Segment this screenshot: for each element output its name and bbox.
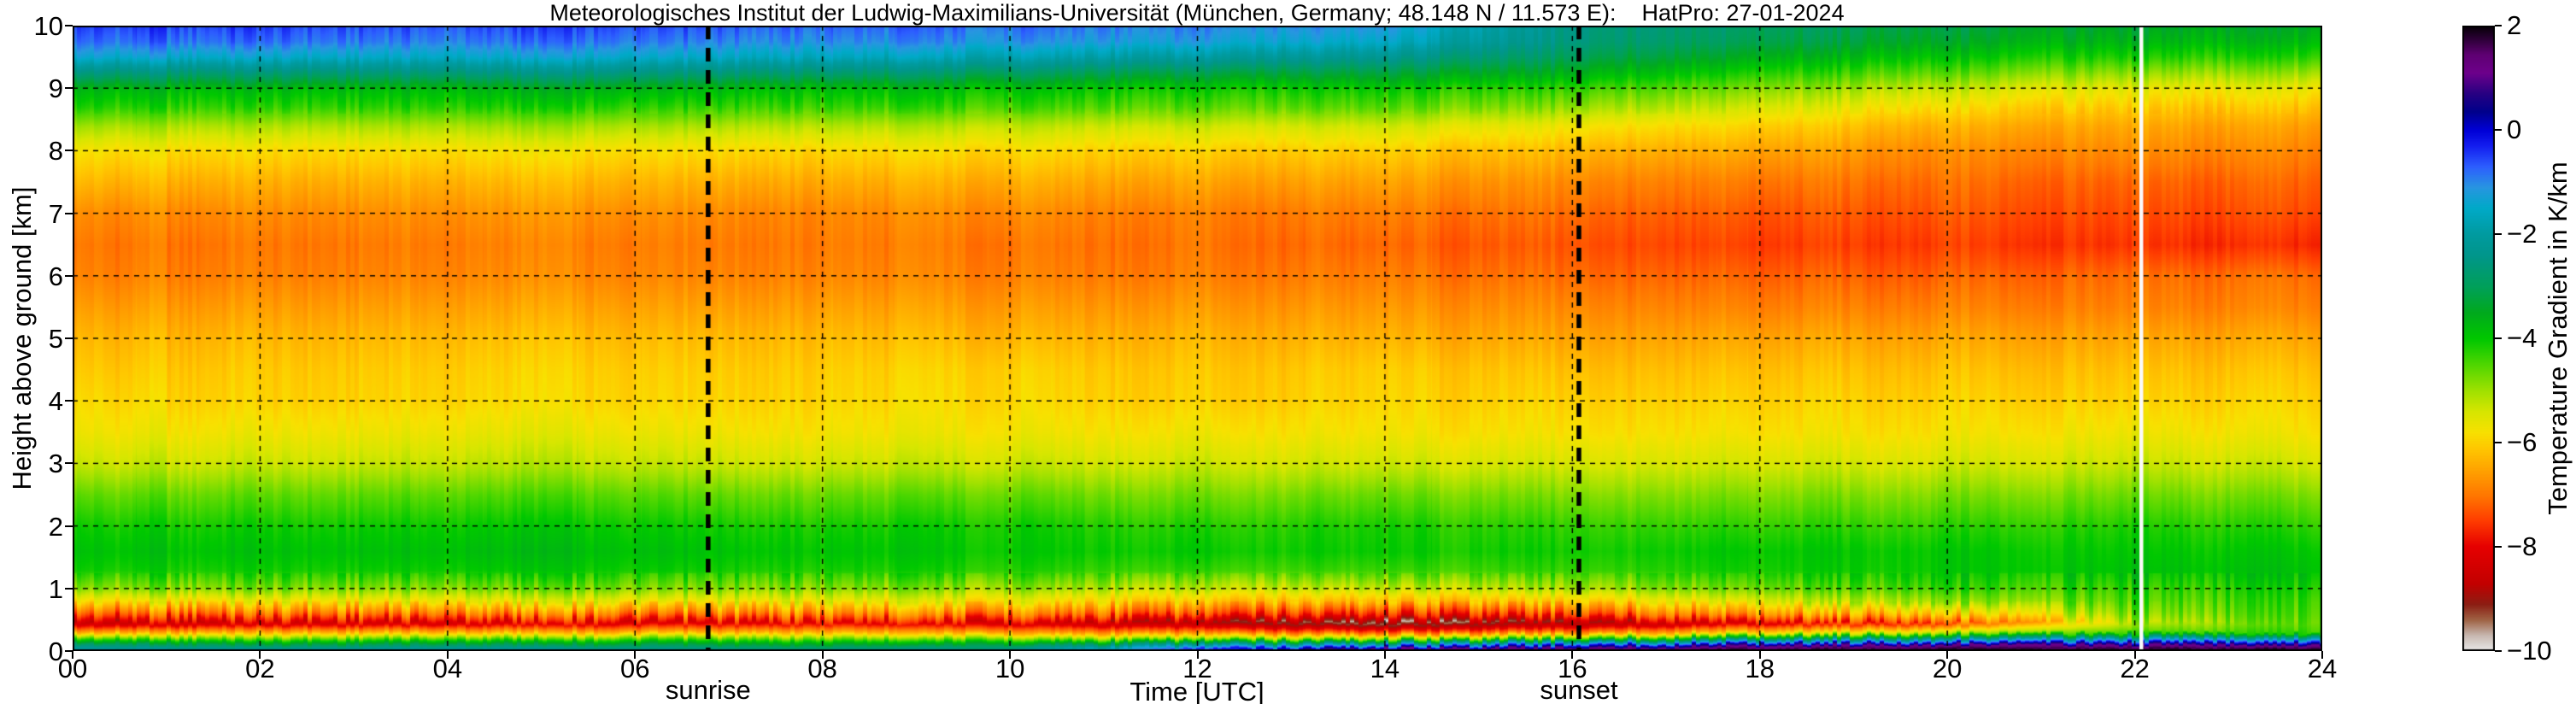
colorbar-tick-mark [2495, 25, 2502, 26]
y-tick-label: 6 [48, 261, 63, 291]
colorbar-tick-label: −4 [2507, 323, 2538, 353]
colorbar-tick-label: −10 [2507, 636, 2552, 666]
y-tick-mark [65, 587, 73, 590]
x-tick-mark [72, 651, 73, 659]
x-tick-label: 14 [1370, 654, 1400, 683]
y-tick-mark [65, 212, 73, 214]
x-tick-label: 24 [2307, 654, 2338, 683]
heatmap-canvas [73, 26, 2322, 651]
colorbar-label: Temperature Gradient in K/km [2543, 161, 2573, 515]
y-tick-label: 9 [48, 73, 63, 104]
colorbar-tick-mark [2495, 337, 2502, 339]
sunset-label: sunset [1540, 675, 1618, 704]
colorbar-tick-mark [2495, 546, 2502, 548]
y-tick-label: 0 [48, 637, 63, 666]
colorbar-tick-mark [2495, 650, 2502, 652]
x-tick-mark [634, 651, 637, 659]
y-tick-mark [65, 87, 73, 90]
chart-title: Meteorologisches Institut der Ludwig-Max… [549, 0, 1845, 26]
colorbar-tick-mark [2495, 442, 2502, 443]
y-tick-mark [65, 274, 73, 277]
y-tick-label: 5 [48, 324, 63, 354]
x-tick-mark [446, 651, 449, 659]
y-tick-label: 1 [48, 573, 63, 604]
colorbar-tick-mark [2495, 233, 2502, 235]
x-tick-label: 10 [995, 654, 1025, 683]
x-tick-label: 02 [245, 654, 275, 683]
colorbar-canvas [2462, 26, 2495, 651]
x-tick-mark [2321, 651, 2323, 659]
y-tick-label: 7 [48, 198, 63, 229]
colorbar-tick-label: 2 [2507, 10, 2522, 40]
y-tick-mark [65, 525, 73, 527]
colorbar-tick-label: 0 [2507, 114, 2522, 144]
y-tick-mark [65, 25, 73, 26]
x-tick-mark [1946, 651, 1949, 659]
y-tick-mark [65, 650, 73, 652]
x-tick-mark [2133, 651, 2136, 659]
x-tick-mark [1383, 651, 1386, 659]
colorbar-tick-label: −2 [2507, 219, 2538, 249]
y-tick-label: 3 [48, 449, 63, 479]
x-tick-mark [821, 651, 824, 659]
x-axis-label: Time [UTC] [1130, 677, 1265, 704]
y-tick-mark [65, 150, 73, 152]
x-tick-label: 04 [432, 654, 463, 683]
y-tick-label: 8 [48, 136, 63, 167]
x-tick-label: 20 [1932, 654, 1963, 683]
x-tick-label: 22 [2120, 654, 2150, 683]
colorbar-tick-mark [2495, 129, 2502, 131]
y-tick-mark [65, 400, 73, 402]
x-tick-mark [1196, 651, 1199, 659]
x-tick-label: 00 [57, 654, 88, 683]
sunrise-label: sunrise [665, 675, 751, 704]
x-tick-label: 12 [1182, 654, 1212, 683]
y-tick-label: 10 [33, 11, 63, 41]
x-tick-mark [1571, 651, 1574, 659]
x-tick-label: 08 [807, 654, 837, 683]
y-tick-label: 4 [48, 386, 63, 417]
x-tick-mark [1758, 651, 1761, 659]
x-tick-mark [259, 651, 261, 659]
y-tick-mark [65, 337, 73, 339]
colorbar-tick-label: −8 [2507, 531, 2538, 561]
x-tick-label: 06 [620, 654, 650, 683]
colorbar-tick-label: −6 [2507, 427, 2538, 457]
x-tick-label: 18 [1745, 654, 1775, 683]
y-tick-label: 2 [48, 511, 63, 542]
y-tick-mark [65, 462, 73, 465]
x-tick-mark [1009, 651, 1012, 659]
y-axis-label: Height above ground [km] [7, 186, 37, 490]
x-tick-label: 16 [1558, 654, 1587, 683]
